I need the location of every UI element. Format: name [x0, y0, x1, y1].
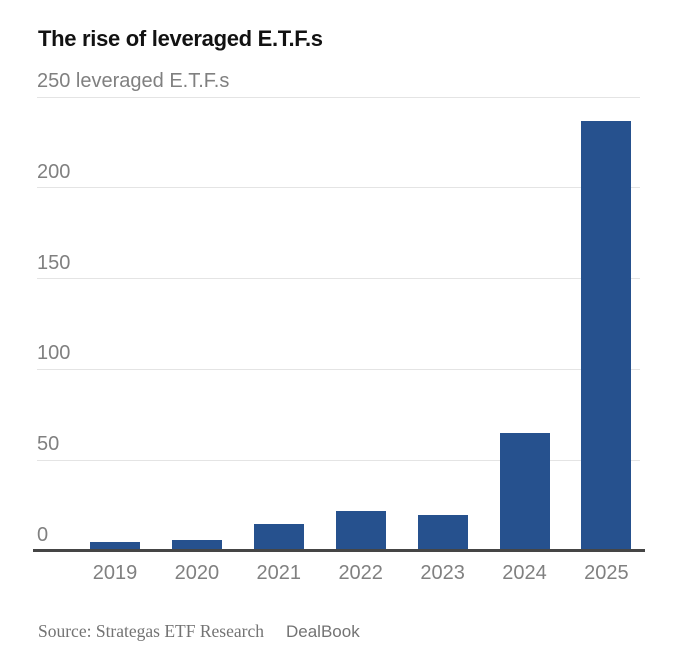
source-note: Source: Strategas ETF Research — [38, 621, 264, 641]
x-axis-line — [33, 549, 645, 552]
gridline-100 — [37, 368, 640, 370]
chart-title: The rise of leveraged E.T.F.s — [38, 26, 323, 51]
y-tick-label-200: 200 — [37, 160, 71, 183]
y-tick-label-150: 150 — [37, 251, 71, 274]
x-tick-label-2020: 2020 — [174, 562, 220, 584]
y-tick-label-0: 0 — [37, 524, 49, 546]
gridline-50 — [37, 459, 640, 461]
credit-dealbook: DealBook — [285, 622, 360, 641]
bar-2022 — [335, 511, 386, 551]
bar-2021 — [253, 524, 304, 551]
x-tick-label-2025: 2025 — [584, 562, 629, 584]
y-tick-label-100: 100 — [37, 342, 71, 365]
gridline-200 — [37, 187, 640, 189]
chart-footer: Source: Strategas ETF Research DealBook — [38, 621, 360, 642]
y-tick-label-50: 50 — [37, 433, 60, 456]
bar-2023 — [417, 515, 468, 551]
x-tick-label-2022: 2022 — [338, 562, 383, 584]
gridline-250 — [37, 96, 640, 98]
gridline-150 — [37, 278, 640, 280]
bar-2024 — [499, 433, 550, 551]
x-tick-label-2019: 2019 — [92, 562, 138, 584]
bar-2025 — [581, 121, 632, 551]
bar-2020 — [171, 540, 222, 551]
y-tick-label-250: 250 leveraged E.T.F.s — [37, 70, 230, 92]
x-tick-label-2024: 2024 — [502, 562, 547, 584]
x-tick-label-2021: 2021 — [256, 562, 302, 584]
bar-2019 — [90, 542, 140, 551]
x-tick-label-2023: 2023 — [420, 562, 465, 584]
